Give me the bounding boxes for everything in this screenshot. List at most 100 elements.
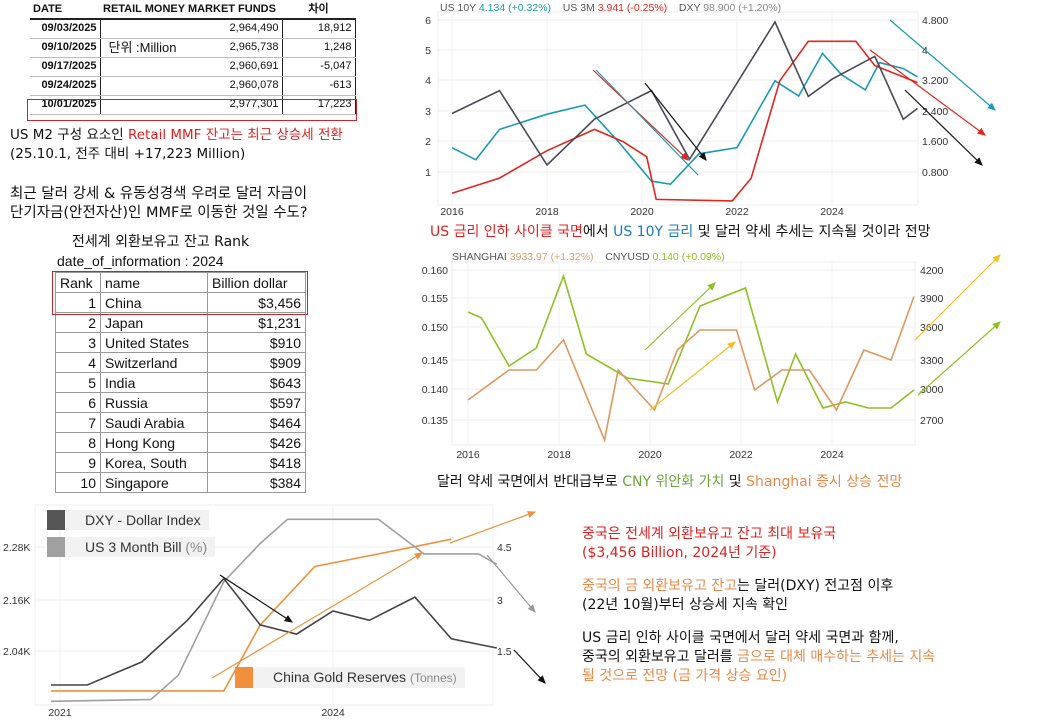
arrow <box>869 49 986 136</box>
caption-part: 에서 <box>582 224 614 240</box>
note-text: 단기자금(안전자산)인 MMF로 이동한 것일 수도? <box>10 205 308 221</box>
y-tick-right: 2.400 <box>922 106 948 118</box>
value-text: 2,964,490 <box>229 22 279 35</box>
table-row: 09/10/2025 단위 :Million 2,965,738 1,248 <box>30 38 356 58</box>
table-row: 09/17/2025 2,960,691 -5,047 <box>30 57 356 77</box>
cell-value: $384 <box>207 472 306 493</box>
y-tick-left: 3 <box>425 106 431 118</box>
y-tick-left: 2 <box>425 136 431 148</box>
arrow <box>219 574 294 623</box>
legend-bill: US 3 Month Bill (%) <box>47 537 216 557</box>
arrow <box>449 511 537 544</box>
note-text: 중국의 외환보유고 달러를 <box>582 649 738 665</box>
series-shanghai <box>467 296 915 443</box>
legend-name: China Gold Reserves <box>273 669 407 685</box>
legend-gold: China Gold Reserves (Tonnes) <box>235 667 465 688</box>
highlight-box <box>27 99 357 121</box>
note-text: 중국의 금 외환보유고 잔고 <box>582 578 738 594</box>
arrow <box>486 554 536 613</box>
cell-value: 2,964,490 <box>100 19 283 39</box>
arrow <box>595 69 699 176</box>
cell-value: 2,960,078 <box>100 76 283 96</box>
caption-part: US 금리 인하 사이클 국면 <box>430 224 583 240</box>
right-notes: 중국은 전세계 외환보유고 잔고 최대 보유국 ($3,456 Billion,… <box>582 525 935 686</box>
legend-value: 3933.97 <box>509 251 548 263</box>
cell-value: 단위 :Million 2,965,738 <box>100 38 283 58</box>
y-tick-left: 2.04K <box>3 646 30 658</box>
arrow <box>644 82 707 161</box>
caption-part: Shanghai 증시 상승 전망 <box>746 474 903 490</box>
y-tick-left: 0.160 <box>422 265 448 277</box>
caption-part: 및 <box>724 474 747 490</box>
y-tick-right: 2700 <box>920 415 944 427</box>
series-us-3m <box>451 40 918 202</box>
y-tick-left: 2.16K <box>3 595 30 607</box>
legend-change: (+1.32%) <box>550 251 594 263</box>
x-tick: 2024 <box>820 449 844 461</box>
note-highlight: Retail MMF 잔고는 최근 상승세 전환 <box>127 127 343 143</box>
y-tick-left: 0.150 <box>422 322 448 334</box>
us-rates-dxy-chart: 6 5 4 3 2 1 4.800 4 3.200 2.400 1.600 0.800 2016 2018… <box>425 11 948 218</box>
y-tick-left: 2.28K <box>3 542 30 554</box>
note-text: 는 달러(DXY) 전고점 이후 <box>737 578 894 594</box>
note-text: ($3,456 Billion, 2024년 기준) <box>582 545 777 561</box>
caption-part: 및 달러 약세 추세는 지속될 것이라 전망 <box>693 224 931 240</box>
table-row: 10 Singapore $384 <box>55 472 306 493</box>
note-text: 중국은 전세계 외환보유고 잔고 최대 보유국 <box>582 526 837 542</box>
x-tick: 2024 <box>321 707 345 719</box>
note-mmf: US M2 구성 요소인 Retail MMF 잔고는 최근 상승세 전환 (2… <box>10 126 343 164</box>
x-tick: 2022 <box>725 206 749 218</box>
trend-arrows <box>211 19 1001 684</box>
caption-rates: US 금리 인하 사이클 국면에서 US 10Y 금리 및 달러 약세 추세는 … <box>430 223 930 242</box>
rank-title: 전세계 외환보유고 잔고 Rank <box>72 234 250 250</box>
y-tick-right: 4 <box>922 45 928 57</box>
y-tick-left: 0.145 <box>422 355 448 367</box>
legend-change: (+0.32%) <box>508 2 552 14</box>
x-tick: 2020 <box>630 206 654 218</box>
cell-date: 09/17/2025 <box>30 57 101 77</box>
caption-part: CNY 위안화 가치 <box>622 474 725 490</box>
legend-name: SHANGHAI <box>452 251 507 263</box>
mmf-table: DATE RETAIL MONEY MARKET FUNDS 차이 09/03/20… <box>30 0 356 115</box>
legend-dxy: DXY - Dollar Index <box>47 510 209 530</box>
table-row: 09/24/2025 2,960,078 -613 <box>30 76 356 96</box>
x-tick: 2022 <box>729 449 753 461</box>
cell-value: 2,960,691 <box>100 57 283 77</box>
y-tick-left: 1 <box>425 167 431 179</box>
x-tick: 2018 <box>535 206 559 218</box>
note-text: US M2 구성 요소인 <box>10 127 128 143</box>
y-tick-right: 3 <box>497 595 503 607</box>
table-row: 2 Japan $1,231 <box>55 312 306 333</box>
series-us-3-month-bill <box>50 518 498 703</box>
x-tick: 2021 <box>48 707 72 719</box>
cell-diff: 1,248 <box>282 38 356 58</box>
arrow <box>889 19 996 111</box>
y-tick-right: 3.200 <box>922 75 948 87</box>
y-tick-left: 0.135 <box>422 415 448 427</box>
y-tick-right: 4.5 <box>497 542 512 554</box>
cell-country: Singapore <box>100 472 208 493</box>
highlight-box <box>52 271 308 315</box>
rank-subtitle: date_of_information : 2024 <box>57 253 224 269</box>
legend-name: US 3 Month Bill <box>85 539 182 555</box>
shanghai-cny-chart: 0.160 0.155 0.150 0.145 0.140 0.135 4200 3900 36… <box>422 261 944 461</box>
chart2-legend: SHANGHAI 3933.97 (+1.32%) CNYUSD 0.140 (… <box>452 251 725 263</box>
arrow <box>914 254 1001 341</box>
y-tick-left: 0.140 <box>422 384 448 396</box>
cell-date: 09/10/2025 <box>30 38 101 58</box>
cell-diff: 18,912 <box>282 19 356 39</box>
cell-diff: -613 <box>282 76 356 96</box>
cell-value: $597 <box>207 392 306 413</box>
arrow <box>917 321 1001 396</box>
note-text: (25.10.1, 전주 대비 +17,223 Million) <box>10 146 246 162</box>
cell-country: Japan <box>100 312 208 333</box>
y-tick-left: 6 <box>425 15 431 27</box>
value-text: 2,965,738 <box>229 41 279 53</box>
legend-unit: (Tonnes) <box>409 671 457 685</box>
cell-country: China <box>100 292 208 313</box>
x-tick: 2016 <box>440 206 464 218</box>
caption-part: US 10Y 금리 <box>613 224 694 240</box>
col-diff: 차이 <box>282 0 355 20</box>
col-value: Billion dollar <box>207 272 306 293</box>
note-text: 금으로 대체 매수하는 추세는 지속 <box>737 649 936 665</box>
